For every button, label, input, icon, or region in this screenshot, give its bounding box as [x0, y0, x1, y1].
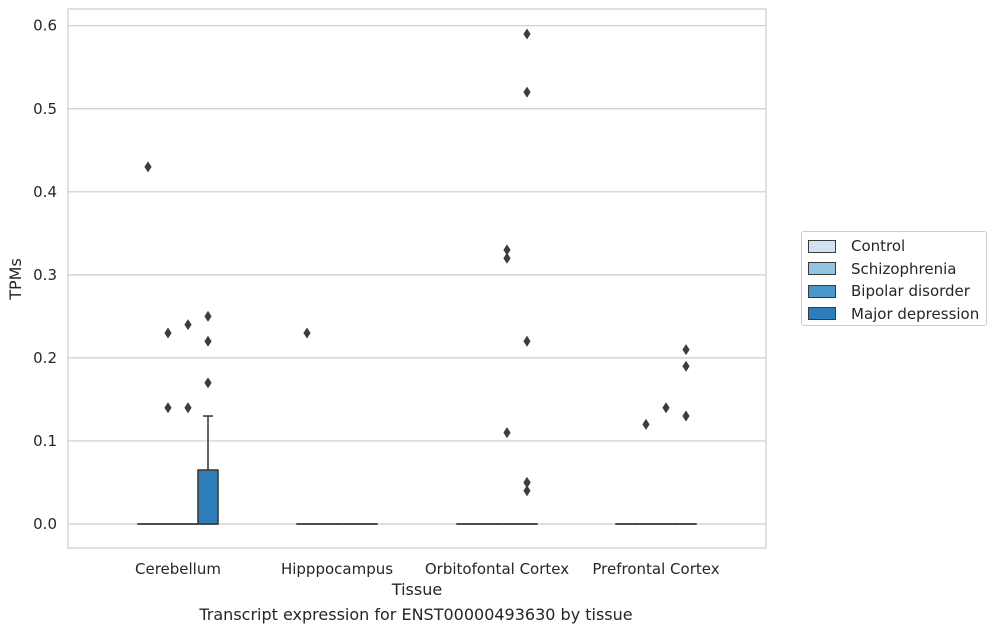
outlier-point: [303, 327, 311, 339]
plot-frame: [67, 8, 767, 549]
legend-swatch: [808, 239, 836, 253]
box: [197, 469, 219, 525]
legend: Control Schizophrenia Bipolar disorder Majo…: [801, 231, 987, 326]
legend-item: Bipolar disorder: [808, 280, 986, 303]
outlier-point: [682, 410, 690, 422]
y-axis-label: TPMs: [6, 258, 25, 301]
outlier-point: [682, 360, 690, 372]
outlier-point: [144, 161, 152, 173]
legend-label: Control: [851, 237, 906, 256]
outlier-point: [184, 402, 192, 414]
outlier-point: [164, 402, 172, 414]
y-tick-label: 0.6: [33, 17, 57, 35]
x-tick-labels: Cerebellum Hipppocampus Orbitofontal Corte…: [135, 560, 720, 578]
outliers: [144, 28, 690, 497]
legend-swatch: [808, 262, 836, 276]
boxes: [137, 415, 697, 525]
outlier-point: [662, 402, 670, 414]
outlier-point: [503, 427, 511, 439]
outlier-point: [523, 335, 531, 347]
y-tick-label: 0.2: [33, 349, 57, 367]
y-tick-label: 0.3: [33, 266, 57, 284]
legend-item: Control: [808, 235, 986, 258]
outlier-point: [682, 344, 690, 356]
y-tick-label: 0.0: [33, 515, 57, 533]
x-tick-label: Orbitofontal Cortex: [425, 560, 569, 578]
outlier-point: [164, 327, 172, 339]
x-tick-label: Prefrontal Cortex: [592, 560, 719, 578]
y-tick-labels: 0.0 0.1 0.2 0.3 0.4 0.5 0.6: [33, 17, 57, 533]
y-tick-label: 0.1: [33, 432, 57, 450]
outlier-point: [204, 335, 212, 347]
gridlines: [68, 25, 766, 525]
legend-label: Schizophrenia: [851, 259, 957, 278]
outlier-point: [642, 418, 650, 430]
chart-caption: Transcript expression for ENST0000049363…: [199, 605, 633, 624]
outlier-point: [523, 485, 531, 497]
x-tick-label: Cerebellum: [135, 560, 221, 578]
legend-swatch: [808, 307, 836, 321]
x-axis-label: Tissue: [391, 580, 442, 599]
outlier-point: [523, 28, 531, 40]
outlier-point: [523, 86, 531, 98]
outlier-point: [523, 476, 531, 488]
x-tick-label: Hipppocampus: [281, 560, 393, 578]
y-tick-label: 0.4: [33, 183, 57, 201]
outlier-point: [503, 252, 511, 264]
outlier-point: [204, 377, 212, 389]
legend-label: Major depression: [851, 304, 980, 323]
legend-item: Major depression: [808, 303, 986, 326]
outlier-point: [503, 244, 511, 256]
y-tick-label: 0.5: [33, 100, 57, 118]
outlier-point: [204, 310, 212, 322]
legend-swatch: [808, 284, 836, 298]
outlier-point: [184, 319, 192, 331]
legend-label: Bipolar disorder: [851, 282, 970, 301]
legend-item: Schizophrenia: [808, 258, 986, 281]
